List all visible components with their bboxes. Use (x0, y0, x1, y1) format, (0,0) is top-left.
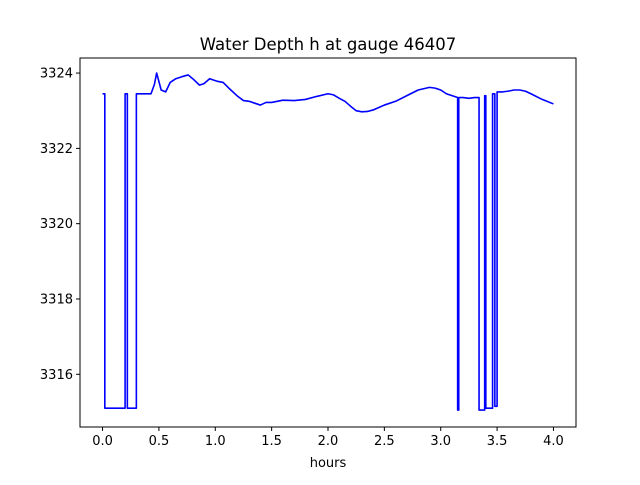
y-tick-label: 3322 (40, 142, 73, 157)
x-tick-label: 0.0 (92, 434, 113, 449)
x-tick-label: 1.0 (205, 434, 226, 449)
series-layer (102, 72, 554, 411)
y-tick-label: 3324 (40, 67, 73, 82)
chart-title: Water Depth h at gauge 46407 (200, 35, 456, 54)
y-tick-label: 3320 (40, 217, 73, 232)
x-tick-label: 4.0 (543, 434, 564, 449)
series-line (102, 72, 554, 411)
x-tick-label: 0.5 (149, 434, 170, 449)
x-tick-label: 2.5 (374, 434, 395, 449)
x-tick-label: 3.0 (430, 434, 451, 449)
ticks-layer: 0.0 0.5 1.0 1.5 2.0 2.5 3.0 3.5 4.0 3316 3318 3320 3… (40, 67, 564, 449)
plot-frame (79, 57, 577, 428)
y-tick-label: 3316 (40, 368, 73, 383)
x-tick-label: 1.5 (261, 434, 282, 449)
x-axis-label: hours (310, 456, 347, 471)
x-tick-label: 3.5 (487, 434, 508, 449)
y-tick-label: 3318 (40, 292, 73, 307)
x-tick-label: 2.0 (318, 434, 339, 449)
plot-area (80, 58, 576, 427)
